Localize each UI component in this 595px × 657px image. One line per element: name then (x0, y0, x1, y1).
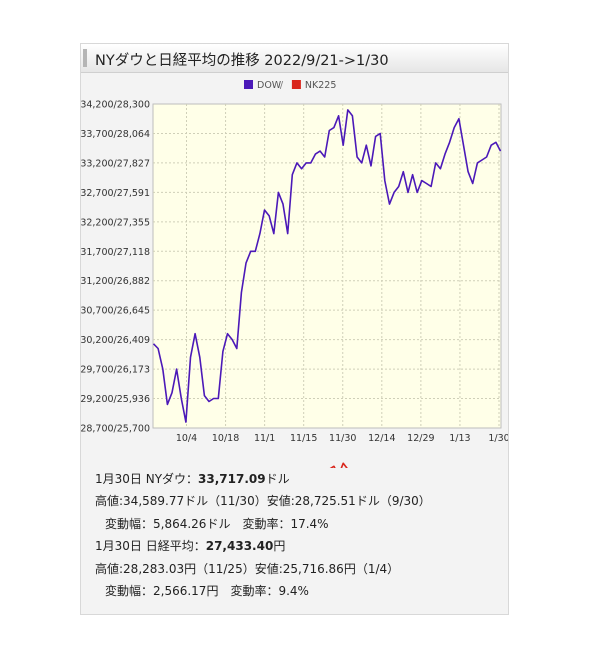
x-tick-label: 11/1 (254, 433, 275, 444)
dow-today-unit: ドル (265, 472, 290, 486)
x-tick-label: 11/15 (290, 433, 317, 444)
y-tick-label: 30,700/26,645 (81, 306, 150, 317)
x-tick-label: 1/13 (449, 433, 470, 444)
dow-today-label: 1月30日 NYダウ： (95, 472, 199, 486)
legend-label-dow: DOW (257, 80, 282, 91)
y-tick-label: 34,200/28,300 (81, 100, 150, 111)
nk-range-row: 高値:28,283.03円（11/25）安値:25,716.86円（1/4） (95, 561, 400, 576)
y-tick-label: 29,200/25,936 (81, 394, 150, 405)
nk-today-unit: 円 (273, 539, 286, 554)
chart-area: 34,200/28,300 33,700/28,064 33,200/27,827 3… (81, 80, 508, 468)
legend-swatch-dow (244, 80, 253, 89)
series-line-dow (152, 109, 502, 423)
x-tick-label: 1/30 (488, 433, 508, 444)
x-tick-label: 10/18 (212, 433, 239, 444)
x-tick-label: 11/30 (329, 433, 356, 444)
x-tick-label: 12/14 (368, 433, 395, 444)
info-panel: 1月30日 NYダウ：33,717.09ドル 高値:34,589.77ドル（11… (95, 468, 431, 602)
nk-today-label: 1月30日 日経平均： (95, 539, 206, 554)
title-bar: NYダウと日経平均の推移 2022/9/21->1/30 (81, 44, 508, 73)
nk-today-value: 27,433.40 (205, 539, 274, 554)
legend-label-nk225: NK225 (305, 80, 336, 91)
y-tick-label: 29,700/26,173 (81, 365, 150, 376)
y-tick-label: 31,700/27,118 (81, 247, 150, 258)
dow-today-value: 33,717.09 (198, 472, 266, 486)
title-accent (83, 49, 87, 67)
y-tick-label: 31,200/26,882 (81, 276, 150, 287)
x-tick-label: 10/4 (176, 433, 197, 444)
plot-background (152, 103, 502, 429)
dow-change-row: 変動幅：5,864.26ドル 変動率：17.4% (105, 516, 329, 531)
y-tick-label: 32,200/27,355 (81, 217, 150, 228)
chart-card: NYダウと日経平均の推移 2022/9/21->1/30 34,200/28,3… (80, 43, 509, 615)
y-tick-label: 28,700/25,700 (81, 424, 150, 435)
y-tick-label: 32,700/27,591 (81, 188, 150, 199)
dow-today-row: 1月30日 NYダウ：33,717.09ドル (95, 468, 431, 490)
y-tick-label: 30,200/26,409 (81, 335, 150, 346)
x-tick-label: 12/29 (407, 433, 434, 444)
dow-range-row: 高値:34,589.77ドル（11/30）安値:28,725.51ドル（9/30… (95, 494, 431, 509)
legend-separator: / (280, 80, 284, 91)
legend-swatch-nk225 (291, 80, 301, 89)
y-tick-label: 33,200/27,827 (81, 158, 150, 169)
chart-title: NYダウと日経平均の推移 2022/9/21->1/30 (95, 53, 389, 69)
nk-change-row: 変動幅：2,566.17円 変動率：9.4% (105, 584, 309, 599)
nk-today-row: 1月30日 日経平均：27,433.40円 (95, 535, 431, 557)
y-tick-label: 33,700/28,064 (81, 129, 150, 140)
